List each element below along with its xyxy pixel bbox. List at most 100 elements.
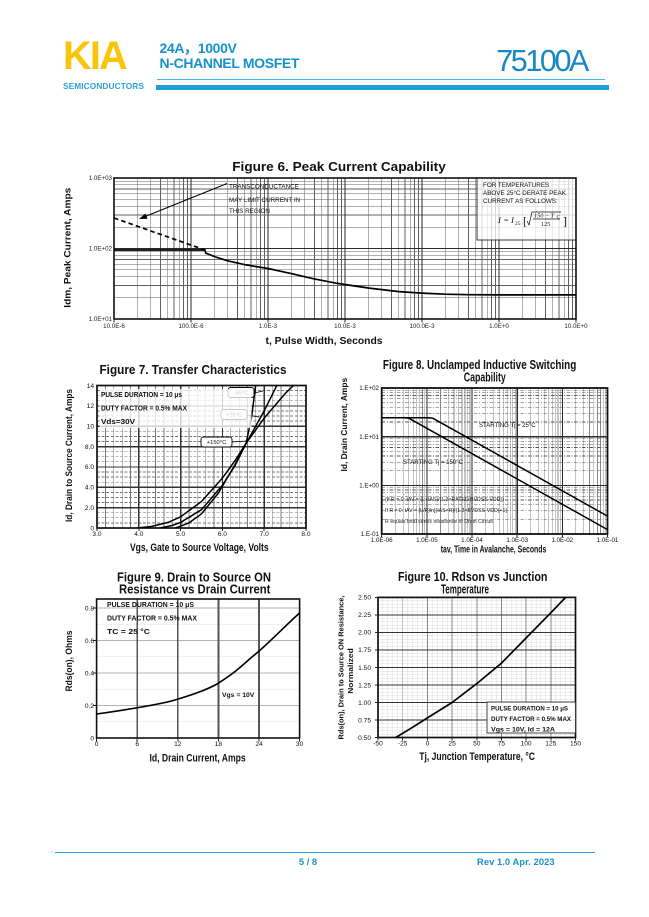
svg-text:1.0E-02: 1.0E-02 xyxy=(551,537,573,544)
svg-text:1.E+02: 1.E+02 xyxy=(359,385,379,392)
svg-text:]: ] xyxy=(563,214,567,228)
svg-text:Resistance vs Drain Current: Resistance vs Drain Current xyxy=(119,582,271,597)
svg-text:R equals total series resistan: R equals total series resistance of Drai… xyxy=(385,519,494,525)
svg-text:0: 0 xyxy=(95,741,99,748)
svg-text:Rds(on), Drain to Source ON Re: Rds(on), Drain to Source ON Resistance, xyxy=(337,596,346,740)
svg-text:24: 24 xyxy=(255,741,263,748)
svg-text:6.0: 6.0 xyxy=(218,531,227,538)
svg-text:CURRENT AS FOLLOWS:: CURRENT AS FOLLOWS: xyxy=(483,198,558,205)
svg-text:5.0: 5.0 xyxy=(176,531,185,538)
svg-text:Vgs = 10V: Vgs = 10V xyxy=(222,692,255,699)
svg-text:TRANSCONDUCTANCE: TRANSCONDUCTANCE xyxy=(229,184,299,191)
svg-text:14: 14 xyxy=(87,383,95,390)
svg-text:Capability: Capability xyxy=(464,370,507,385)
svg-text:Figure 9. Drain to Source ON: Figure 9. Drain to Source ON xyxy=(117,570,271,585)
svg-text:FOR TEMPERATURES: FOR TEMPERATURES xyxy=(483,182,549,189)
svg-text:DUTY FACTOR = 0.5% MAX: DUTY FACTOR = 0.5% MAX xyxy=(107,616,197,623)
svg-text:1.75: 1.75 xyxy=(358,647,371,654)
svg-text:STARTING Tj = 25°C: STARTING Tj = 25°C xyxy=(479,423,536,429)
svg-text:Figure 10. Rdson vs Junction: Figure 10. Rdson vs Junction xyxy=(398,570,548,584)
svg-text:100.0E-6: 100.0E-6 xyxy=(178,323,204,330)
svg-text:3.0: 3.0 xyxy=(92,531,101,538)
svg-text:I: I xyxy=(510,215,515,225)
svg-text:100.0E-3: 100.0E-3 xyxy=(409,323,435,330)
svg-text:Id, Drain Current, Amps: Id, Drain Current, Amps xyxy=(150,752,246,764)
svg-text:0.4: 0.4 xyxy=(85,670,94,677)
svg-text:0.75: 0.75 xyxy=(358,717,371,724)
svg-text:75: 75 xyxy=(498,741,506,748)
svg-text:100: 100 xyxy=(521,741,532,748)
svg-text:1.0E-06: 1.0E-06 xyxy=(371,537,393,544)
svg-text:Vds=30V: Vds=30V xyxy=(101,419,135,426)
svg-text:1.0E-03: 1.0E-03 xyxy=(506,537,528,544)
svg-text:t, Pulse Width, Seconds: t, Pulse Width, Seconds xyxy=(266,335,383,347)
svg-text:4.0: 4.0 xyxy=(85,485,94,492)
svg-text:1.E-01: 1.E-01 xyxy=(361,531,380,538)
svg-text:25: 25 xyxy=(448,741,456,748)
svg-text:4.0: 4.0 xyxy=(134,531,143,538)
svg-text:Figure 8. Unclamped Inductive: Figure 8. Unclamped Inductive Switching xyxy=(383,357,576,372)
svg-text:1.0E-04: 1.0E-04 xyxy=(461,537,483,544)
svg-text:25: 25 xyxy=(515,221,521,227)
svg-text:1.0E+01: 1.0E+01 xyxy=(89,316,113,323)
svg-text:2.00: 2.00 xyxy=(358,630,371,637)
svg-text:=: = xyxy=(504,216,509,225)
svg-text:1.00: 1.00 xyxy=(358,700,371,707)
svg-text:6: 6 xyxy=(135,741,139,748)
svg-text:0: 0 xyxy=(90,735,94,742)
svg-text:1.0E-3: 1.0E-3 xyxy=(259,323,278,330)
svg-text:I: I xyxy=(497,215,502,225)
svg-text:DUTY FACTOR = 0.5% MAX: DUTY FACTOR = 0.5% MAX xyxy=(101,406,187,413)
svg-text:10.0E-3: 10.0E-3 xyxy=(334,323,356,330)
svg-text:Figure 7. Transfer Characteris: Figure 7. Transfer Characteristics xyxy=(100,362,287,377)
svg-text:150 − T: 150 − T xyxy=(534,213,555,220)
svg-text:Rds(on), Ohms: Rds(on), Ohms xyxy=(64,631,75,692)
svg-text:12: 12 xyxy=(174,741,182,748)
svg-text:Normalized: Normalized xyxy=(346,648,355,694)
svg-text:30: 30 xyxy=(296,741,304,748)
svg-text:Vgs = 10V, Id = 12A: Vgs = 10V, Id = 12A xyxy=(491,727,555,734)
svg-text:50: 50 xyxy=(473,741,481,748)
svg-text:[: [ xyxy=(523,214,527,228)
svg-text:7.0: 7.0 xyxy=(260,531,269,538)
svg-text:18: 18 xyxy=(215,741,223,748)
svg-text:1.0E-01: 1.0E-01 xyxy=(597,537,619,544)
svg-text:ABOVE 25°C DERATE PEAK: ABOVE 25°C DERATE PEAK xyxy=(483,189,567,197)
svg-text:0: 0 xyxy=(90,525,94,532)
svg-text:PULSE DURATION = 10 μs: PULSE DURATION = 10 μs xyxy=(101,392,182,399)
svg-text:DUTY FACTOR = 0.5% MAX: DUTY FACTOR = 0.5% MAX xyxy=(491,716,572,723)
svg-text:MAY LIMIT CURRENT IN: MAY LIMIT CURRENT IN xyxy=(229,197,301,204)
svg-text:Vgs, Gate to Source Voltage, V: Vgs, Gate to Source Voltage, Volts xyxy=(130,542,269,554)
svg-text:12: 12 xyxy=(87,403,95,410)
svg-text:1.0E+03: 1.0E+03 xyxy=(89,175,113,182)
svg-text:(If R = 0: tAV = (L×IAS)/(1.3×: (If R = 0: tAV = (L×IAS)/(1.3×RATED BVDS… xyxy=(385,497,504,503)
svg-text:125: 125 xyxy=(541,221,550,228)
svg-text:Id, Drain Current, Amps: Id, Drain Current, Amps xyxy=(340,377,349,471)
svg-text:1.0E+0: 1.0E+0 xyxy=(489,323,509,330)
svg-text:1.50: 1.50 xyxy=(358,665,371,672)
svg-text:PULSE DURATION = 10 μS: PULSE DURATION = 10 μS xyxy=(107,602,194,609)
svg-text:150: 150 xyxy=(570,741,581,748)
svg-text:Figure 6. Peak Current Capabil: Figure 6. Peak Current Capability xyxy=(232,159,446,174)
svg-text:0.2: 0.2 xyxy=(85,703,94,710)
svg-text:6.0: 6.0 xyxy=(85,464,94,471)
svg-text:0.8: 0.8 xyxy=(85,605,94,612)
svg-text:+150°C: +150°C xyxy=(207,440,227,446)
svg-text:STARTING Tj = 150°C: STARTING Tj = 150°C xyxy=(403,460,464,466)
svg-text:125: 125 xyxy=(545,741,556,748)
svg-text:2.0: 2.0 xyxy=(85,505,94,512)
svg-text:2.50: 2.50 xyxy=(358,595,371,602)
svg-text:PULSE DURATION = 10 μS: PULSE DURATION = 10 μS xyxy=(491,706,569,713)
svg-text:C: C xyxy=(557,216,561,221)
svg-text:1.E+00: 1.E+00 xyxy=(359,483,379,490)
svg-text:8.0: 8.0 xyxy=(85,444,94,451)
svg-text:Id, Drain to Source Current, A: Id, Drain to Source Current, Amps xyxy=(64,389,75,522)
svg-text:0: 0 xyxy=(426,741,430,748)
svg-text:10.0E+0: 10.0E+0 xyxy=(564,323,588,330)
svg-text:0.50: 0.50 xyxy=(358,735,371,742)
svg-text:THIS REGION: THIS REGION xyxy=(229,208,270,215)
svg-text:If R ≠ 0: tAV = (L/R)ln[(IAS×R: If R ≠ 0: tAV = (L/R)ln[(IAS×R)/(1.3×BVD… xyxy=(385,508,507,514)
svg-text:10.0E-6: 10.0E-6 xyxy=(103,323,125,330)
svg-text:1.0E-05: 1.0E-05 xyxy=(416,537,438,544)
svg-text:TC = 25 °C: TC = 25 °C xyxy=(107,628,150,636)
